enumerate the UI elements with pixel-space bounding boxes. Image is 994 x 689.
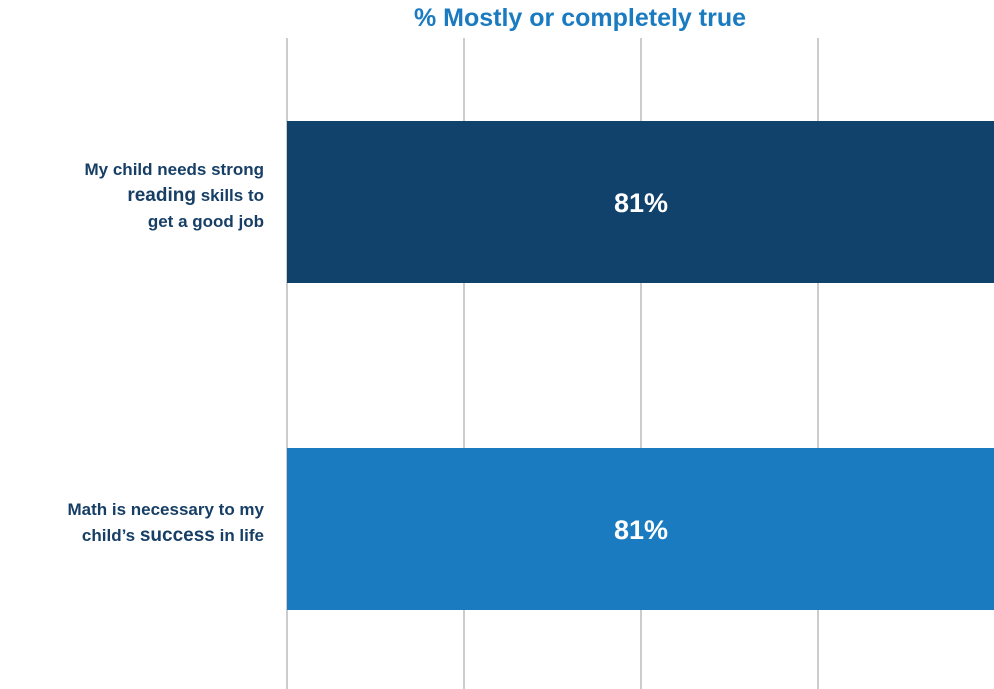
bar xyxy=(287,121,994,283)
category-label-math: Math is necessary to my child’s success … xyxy=(67,497,264,549)
category-label-line: reading skills to xyxy=(127,185,264,206)
category-label-line: My child needs strong xyxy=(84,160,264,179)
bar xyxy=(287,448,994,610)
highlighted-word: reading xyxy=(127,185,196,206)
bar-value-label: 81% xyxy=(614,188,668,218)
category-label-line: Math is necessary to my xyxy=(67,500,264,519)
highlighted-word: success xyxy=(139,525,215,546)
category-label-line: get a good job xyxy=(147,212,264,231)
bar-value-label: 81% xyxy=(614,515,668,545)
chart-title: % Mostly or completely true xyxy=(413,4,747,32)
category-label-reading: My child needs strong reading skills to … xyxy=(85,157,264,235)
category-label-line: child’s success in life xyxy=(81,525,264,546)
